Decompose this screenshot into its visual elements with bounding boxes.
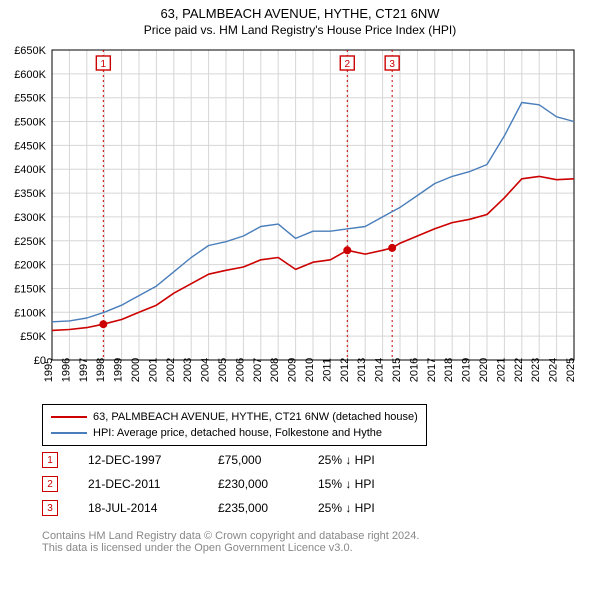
svg-text:£300K: £300K xyxy=(14,212,46,224)
footer-line: This data is licensed under the Open Gov… xyxy=(42,542,419,554)
svg-text:2: 2 xyxy=(344,59,350,70)
svg-text:1999: 1999 xyxy=(113,358,125,382)
legend-label: HPI: Average price, detached house, Folk… xyxy=(93,427,382,439)
svg-text:2024: 2024 xyxy=(548,358,560,382)
event-diff: 15% ↓ HPI xyxy=(318,477,408,491)
svg-text:2022: 2022 xyxy=(513,358,525,382)
title-address: 63, PALMBEACH AVENUE, HYTHE, CT21 6NW xyxy=(0,6,600,21)
svg-text:£550K: £550K xyxy=(14,93,46,105)
event-marker-icon: 1 xyxy=(42,452,58,468)
svg-text:£250K: £250K xyxy=(14,236,46,248)
svg-text:2008: 2008 xyxy=(269,358,281,382)
svg-text:£450K: £450K xyxy=(14,140,46,152)
event-date: 21-DEC-2011 xyxy=(88,477,188,491)
svg-text:2000: 2000 xyxy=(130,358,142,382)
svg-text:2005: 2005 xyxy=(217,358,229,382)
svg-text:£200K: £200K xyxy=(14,260,46,272)
svg-text:2025: 2025 xyxy=(565,358,577,382)
svg-text:2023: 2023 xyxy=(530,358,542,382)
svg-text:2007: 2007 xyxy=(252,358,264,382)
title-block: 63, PALMBEACH AVENUE, HYTHE, CT21 6NW Pr… xyxy=(0,0,600,41)
legend-swatch xyxy=(51,416,87,418)
svg-text:1998: 1998 xyxy=(95,358,107,382)
svg-text:£650K: £650K xyxy=(14,45,46,57)
chart-container: 63, PALMBEACH AVENUE, HYTHE, CT21 6NW Pr… xyxy=(0,0,600,590)
legend-item: HPI: Average price, detached house, Folk… xyxy=(51,425,418,441)
svg-text:1: 1 xyxy=(101,59,107,70)
event-date: 18-JUL-2014 xyxy=(88,501,188,515)
svg-text:2001: 2001 xyxy=(147,358,159,382)
footer-line: Contains HM Land Registry data © Crown c… xyxy=(42,530,419,542)
svg-text:2020: 2020 xyxy=(478,358,490,382)
svg-text:1997: 1997 xyxy=(78,358,90,382)
event-row: 2 21-DEC-2011 £230,000 15% ↓ HPI xyxy=(42,472,408,496)
event-price: £235,000 xyxy=(218,501,288,515)
svg-text:2014: 2014 xyxy=(374,358,386,382)
svg-text:2003: 2003 xyxy=(182,358,194,382)
svg-text:2011: 2011 xyxy=(321,358,333,382)
svg-text:2002: 2002 xyxy=(165,358,177,382)
svg-text:2013: 2013 xyxy=(356,358,368,382)
chart-svg: £0£50K£100K£150K£200K£250K£300K£350K£400… xyxy=(0,44,600,396)
svg-text:1996: 1996 xyxy=(60,358,72,382)
svg-text:£50K: £50K xyxy=(20,331,46,343)
footer: Contains HM Land Registry data © Crown c… xyxy=(42,530,419,554)
svg-text:2004: 2004 xyxy=(200,358,212,382)
svg-text:£400K: £400K xyxy=(14,164,46,176)
svg-text:£350K: £350K xyxy=(14,188,46,200)
event-row: 3 18-JUL-2014 £235,000 25% ↓ HPI xyxy=(42,496,408,520)
svg-text:£150K: £150K xyxy=(14,283,46,295)
title-subtitle: Price paid vs. HM Land Registry's House … xyxy=(0,23,600,37)
event-row: 1 12-DEC-1997 £75,000 25% ↓ HPI xyxy=(42,448,408,472)
svg-text:2010: 2010 xyxy=(304,358,316,382)
legend-item: 63, PALMBEACH AVENUE, HYTHE, CT21 6NW (d… xyxy=(51,409,418,425)
svg-text:£500K: £500K xyxy=(14,117,46,129)
event-date: 12-DEC-1997 xyxy=(88,453,188,467)
svg-text:2018: 2018 xyxy=(443,358,455,382)
svg-text:2016: 2016 xyxy=(408,358,420,382)
chart: £0£50K£100K£150K£200K£250K£300K£350K£400… xyxy=(0,44,600,396)
svg-text:1995: 1995 xyxy=(43,358,55,382)
svg-text:2017: 2017 xyxy=(426,358,438,382)
event-list: 1 12-DEC-1997 £75,000 25% ↓ HPI 2 21-DEC… xyxy=(42,448,408,520)
svg-text:2021: 2021 xyxy=(495,358,507,382)
legend-label: 63, PALMBEACH AVENUE, HYTHE, CT21 6NW (d… xyxy=(93,411,418,423)
svg-text:2012: 2012 xyxy=(339,358,351,382)
event-marker-icon: 3 xyxy=(42,500,58,516)
legend-swatch xyxy=(51,432,87,434)
event-price: £75,000 xyxy=(218,453,288,467)
svg-text:2009: 2009 xyxy=(287,358,299,382)
svg-text:£600K: £600K xyxy=(14,69,46,81)
event-marker-icon: 2 xyxy=(42,476,58,492)
svg-text:2006: 2006 xyxy=(234,358,246,382)
event-diff: 25% ↓ HPI xyxy=(318,501,408,515)
event-diff: 25% ↓ HPI xyxy=(318,453,408,467)
legend: 63, PALMBEACH AVENUE, HYTHE, CT21 6NW (d… xyxy=(42,404,427,446)
svg-text:2015: 2015 xyxy=(391,358,403,382)
svg-text:3: 3 xyxy=(389,59,395,70)
event-price: £230,000 xyxy=(218,477,288,491)
svg-text:2019: 2019 xyxy=(461,358,473,382)
svg-text:£100K: £100K xyxy=(14,307,46,319)
